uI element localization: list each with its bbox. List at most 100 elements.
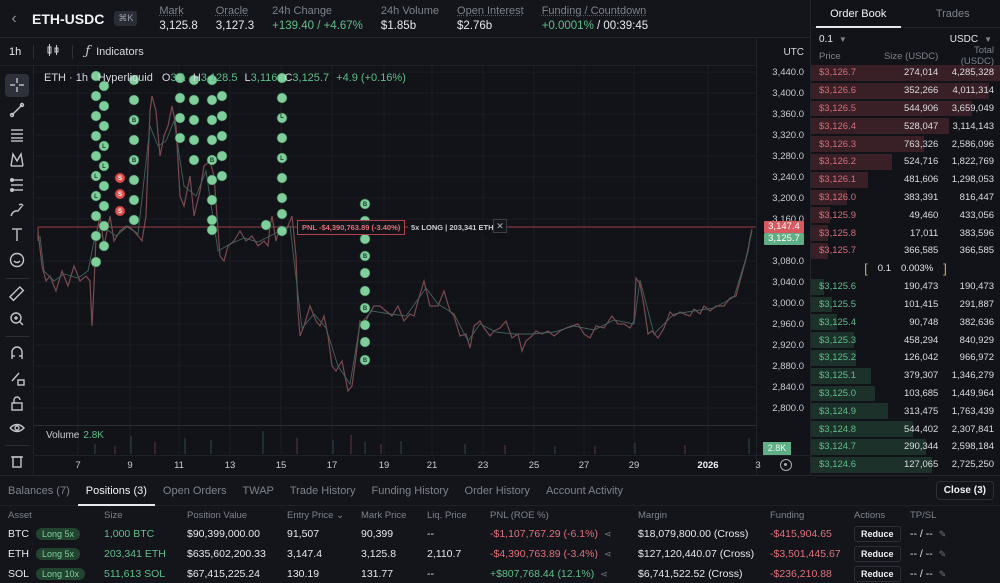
- position-row[interactable]: SOL Long 10x 511,613 SOL $67,415,225.24 130.…: [0, 564, 1000, 583]
- lock-drawings-icon[interactable]: [5, 366, 29, 389]
- bid-row[interactable]: $3,124.6 127,065 2,725,250: [811, 456, 1000, 474]
- edit-pencil-icon[interactable]: ✎: [938, 528, 947, 539]
- ruler-icon[interactable]: [5, 282, 29, 305]
- trend-line-icon[interactable]: [5, 99, 29, 122]
- share-icon[interactable]: ⋖: [600, 568, 608, 579]
- reduce-button[interactable]: Reduce: [854, 566, 901, 582]
- tpsl-cell: -- / -- ✎: [910, 528, 970, 540]
- symbol-selector[interactable]: ETH-USDC: [32, 10, 105, 27]
- bid-row[interactable]: $3,125.6 190,473 190,473: [811, 278, 1000, 296]
- bid-row[interactable]: $3,125.0 103,685 1,449,964: [811, 385, 1000, 403]
- order-price: $3,125.0: [819, 387, 856, 399]
- magnet-icon[interactable]: [5, 341, 29, 364]
- ask-row[interactable]: $3,126.0 383,391 816,447: [811, 189, 1000, 207]
- close-all-button[interactable]: Close (3): [935, 481, 994, 500]
- tab-open-orders[interactable]: Open Orders: [162, 484, 227, 497]
- svg-text:L: L: [94, 194, 98, 200]
- position-actions: Reduce: [854, 526, 910, 542]
- time-axis[interactable]: 7 9 11 13 15 17 19 21 23 25 27 29 2026 3: [34, 455, 810, 475]
- text-icon[interactable]: [5, 224, 29, 247]
- tab-order-history[interactable]: Order History: [464, 484, 530, 497]
- svg-text:L: L: [280, 156, 284, 162]
- volume-label: Volume: [46, 430, 80, 441]
- reduce-button[interactable]: Reduce: [854, 546, 901, 562]
- fib-levels-icon[interactable]: [5, 174, 29, 197]
- order-total: 2,598,184: [951, 441, 995, 453]
- eye-icon[interactable]: [5, 416, 29, 439]
- bid-row[interactable]: $3,124.9 313,475 1,763,439: [811, 402, 1000, 420]
- timeframe-button[interactable]: 1h: [9, 45, 22, 58]
- tab-trades[interactable]: Trades: [935, 8, 970, 20]
- ask-row[interactable]: $3,126.6 352,266 4,011,314: [811, 82, 1000, 100]
- reduce-button[interactable]: Reduce: [854, 526, 901, 542]
- tab-funding-history[interactable]: Funding History: [371, 484, 449, 497]
- tab-order-book[interactable]: Order Book: [811, 0, 906, 28]
- asset-symbol[interactable]: SOL: [8, 568, 30, 580]
- ask-row[interactable]: $3,125.8 17,011 383,596: [811, 224, 1000, 242]
- position-row[interactable]: ETH Long 5x 203,341 ETH $635,602,200.33 3,14…: [0, 544, 1000, 564]
- tab-twap[interactable]: TWAP: [242, 484, 274, 497]
- bid-row[interactable]: $3,125.5 101,415 291,887: [811, 296, 1000, 314]
- candlestick-type-icon[interactable]: [46, 43, 60, 60]
- ask-row[interactable]: $3,126.5 544,906 3,659,049: [811, 100, 1000, 118]
- depth-bar: [811, 332, 855, 348]
- bid-row[interactable]: $3,124.8 544,402 2,307,841: [811, 420, 1000, 438]
- function-fx-icon[interactable]: ƒ: [85, 44, 91, 59]
- ask-row[interactable]: $3,126.4 528,047 3,114,143: [811, 117, 1000, 135]
- brush-icon[interactable]: [5, 199, 29, 222]
- price-axis[interactable]: UTC 3,440.0 3,400.0 3,360.0 3,320.0 3,28…: [756, 38, 810, 475]
- pattern-icon[interactable]: [5, 149, 29, 172]
- tick-size-select[interactable]: 0.1 ▼: [819, 34, 847, 45]
- crosshair-icon[interactable]: [4, 74, 29, 97]
- trash-icon[interactable]: [5, 450, 29, 473]
- indicators-button[interactable]: Indicators: [96, 45, 144, 58]
- unit-select[interactable]: USDC ▼: [950, 34, 992, 45]
- asset-symbol[interactable]: BTC: [8, 528, 29, 540]
- order-price: $3,125.4: [819, 316, 856, 328]
- position-row[interactable]: BTC Long 5x 1,000 BTC $90,399,000.00 91,507 9…: [0, 524, 1000, 544]
- edit-pencil-icon[interactable]: ✎: [938, 548, 947, 559]
- position-info-label[interactable]: 5x LONG | 203,341 ETH: [408, 220, 497, 235]
- bid-row[interactable]: $3,125.2 126,042 966,972: [811, 349, 1000, 367]
- tab-account-activity[interactable]: Account Activity: [545, 484, 623, 497]
- horizontal-lines-icon[interactable]: [5, 124, 29, 147]
- ask-row[interactable]: $3,126.7 274,014 4,285,328: [811, 64, 1000, 82]
- position-pnl-label[interactable]: PNL -$4,390,763.89 (-3.40%): [297, 220, 406, 235]
- tab-positions[interactable]: Positions (3): [77, 476, 156, 506]
- order-size: 528,047: [903, 120, 939, 132]
- ask-row[interactable]: $3,126.1 481,606 1,298,053: [811, 171, 1000, 189]
- ask-row[interactable]: $3,125.9 49,460 433,056: [811, 206, 1000, 224]
- share-icon[interactable]: ⋖: [603, 528, 612, 539]
- order-book-tabs: Order Book Trades: [811, 0, 1000, 28]
- emoji-icon[interactable]: [5, 249, 29, 272]
- position-funding: -$415,904.65: [770, 528, 832, 540]
- ask-row[interactable]: $3,126.3 763,326 2,586,096: [811, 135, 1000, 153]
- share-icon[interactable]: ⋖: [603, 548, 612, 559]
- tab-balances[interactable]: Balances (7): [8, 484, 70, 497]
- stat-mark: Mark 3,125.8: [159, 4, 197, 34]
- back-chevron-icon[interactable]: ‹: [11, 9, 17, 27]
- unlock-icon[interactable]: [5, 391, 29, 414]
- stat-value: +139.40 / +4.67%: [272, 19, 363, 32]
- stat-open-interest: Open Interest $2.76b: [457, 4, 524, 34]
- ask-row[interactable]: $3,126.2 524,716 1,822,769: [811, 153, 1000, 171]
- timezone-label[interactable]: UTC: [783, 47, 804, 58]
- col-entry-price[interactable]: Entry Price ⌄: [287, 510, 361, 521]
- asset-symbol[interactable]: ETH: [8, 548, 29, 560]
- tab-trade-history[interactable]: Trade History: [289, 484, 356, 497]
- bid-row[interactable]: $3,124.7 290,344 2,598,184: [811, 438, 1000, 456]
- close-position-icon[interactable]: ✕: [493, 219, 507, 233]
- zoom-in-icon[interactable]: [5, 307, 29, 330]
- order-price: $3,126.4: [819, 120, 856, 132]
- bid-row[interactable]: $3,125.1 379,307 1,346,279: [811, 367, 1000, 385]
- y-tick: 2,920.0: [772, 340, 804, 351]
- bid-row[interactable]: $3,125.4 90,748 382,636: [811, 313, 1000, 331]
- depth-bar: [811, 438, 927, 455]
- edit-pencil-icon[interactable]: ✎: [938, 568, 947, 579]
- bid-row[interactable]: $3,125.3 458,294 840,929: [811, 331, 1000, 349]
- y-tick: 3,040.0: [772, 277, 804, 288]
- ask-row[interactable]: $3,125.7 366,585 366,585: [811, 242, 1000, 260]
- chart-settings-icon[interactable]: [780, 459, 792, 471]
